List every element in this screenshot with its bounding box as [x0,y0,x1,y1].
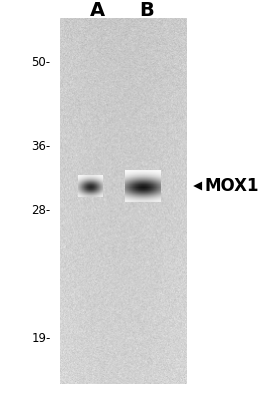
Text: A: A [90,0,105,20]
Text: 36-: 36- [32,140,51,152]
Text: B: B [139,0,154,20]
Text: 19-: 19- [31,332,51,344]
Text: MOX1: MOX1 [204,177,259,195]
Text: 50-: 50- [32,56,51,68]
Text: 28-: 28- [32,204,51,216]
